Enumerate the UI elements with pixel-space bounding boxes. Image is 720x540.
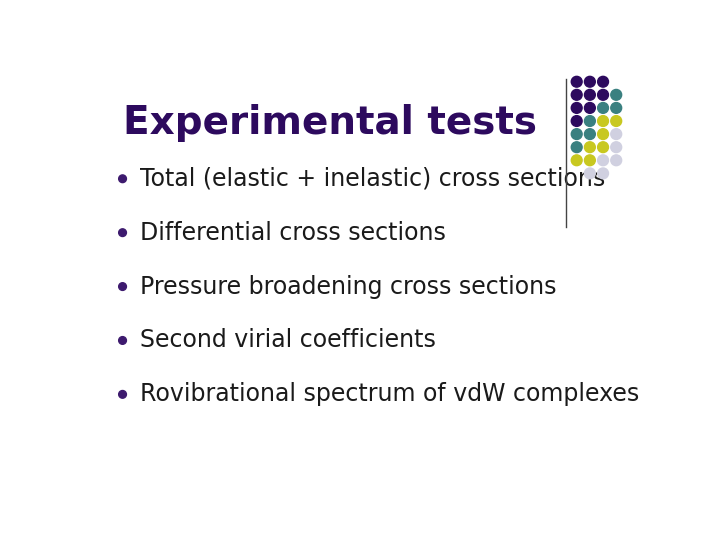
Text: Rovibrational spectrum of vdW complexes: Rovibrational spectrum of vdW complexes: [140, 382, 639, 407]
Circle shape: [585, 76, 595, 87]
Circle shape: [585, 155, 595, 166]
Circle shape: [571, 116, 582, 126]
Circle shape: [571, 90, 582, 100]
Circle shape: [571, 103, 582, 113]
Circle shape: [585, 103, 595, 113]
Circle shape: [598, 116, 608, 126]
Circle shape: [598, 142, 608, 153]
Circle shape: [585, 168, 595, 179]
Circle shape: [611, 116, 621, 126]
Circle shape: [571, 76, 582, 87]
Text: Pressure broadening cross sections: Pressure broadening cross sections: [140, 274, 557, 299]
Circle shape: [119, 175, 127, 183]
Circle shape: [571, 142, 582, 153]
Circle shape: [598, 155, 608, 166]
Circle shape: [611, 142, 621, 153]
Circle shape: [585, 129, 595, 139]
Circle shape: [598, 168, 608, 179]
Text: Second virial coefficients: Second virial coefficients: [140, 328, 436, 353]
Circle shape: [598, 76, 608, 87]
Circle shape: [119, 336, 127, 345]
Circle shape: [598, 103, 608, 113]
Circle shape: [119, 229, 127, 237]
Circle shape: [585, 90, 595, 100]
Text: Total (elastic + inelastic) cross sections: Total (elastic + inelastic) cross sectio…: [140, 167, 606, 191]
Circle shape: [611, 90, 621, 100]
Circle shape: [119, 390, 127, 398]
Circle shape: [611, 155, 621, 166]
Circle shape: [598, 90, 608, 100]
Circle shape: [571, 129, 582, 139]
Circle shape: [585, 142, 595, 153]
Circle shape: [585, 116, 595, 126]
Circle shape: [571, 155, 582, 166]
Text: Experimental tests: Experimental tests: [122, 104, 536, 141]
Text: Differential cross sections: Differential cross sections: [140, 221, 446, 245]
Circle shape: [598, 129, 608, 139]
Circle shape: [611, 103, 621, 113]
Circle shape: [119, 283, 127, 291]
Circle shape: [611, 129, 621, 139]
